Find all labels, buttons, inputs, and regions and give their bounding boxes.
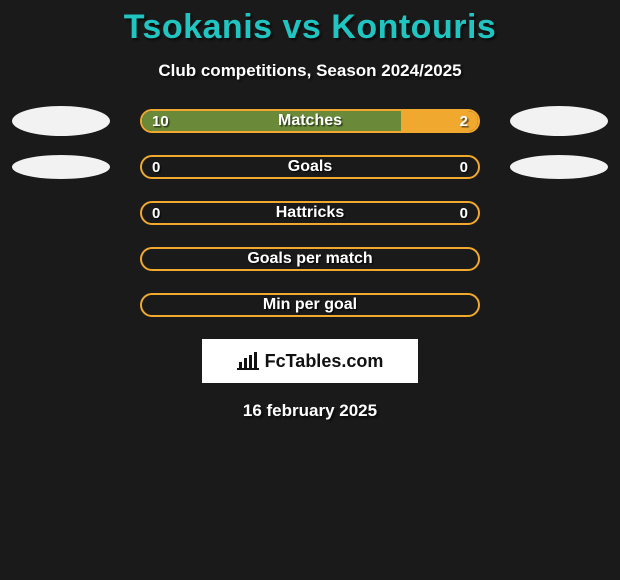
stat-bar: Min per goal (140, 293, 480, 317)
page-title: Tsokanis vs Kontouris (0, 0, 620, 47)
date-label: 16 february 2025 (0, 401, 620, 421)
stats-container: 102Matches 00Goals 00Hattricks Goals per ma… (0, 109, 620, 317)
stat-row: 102Matches (0, 109, 620, 133)
stat-bar: 102Matches (140, 109, 480, 133)
subtitle: Club competitions, Season 2024/2025 (0, 61, 620, 81)
player-badge-right (510, 155, 608, 179)
stat-bar: Goals per match (140, 247, 480, 271)
player-badge-left (12, 155, 110, 179)
stat-label: Hattricks (142, 203, 478, 223)
stat-bar: 00Goals (140, 155, 480, 179)
stat-row: Min per goal (0, 293, 620, 317)
bar-chart-icon (237, 352, 259, 370)
brand-badge: FcTables.com (202, 339, 418, 383)
stat-label: Matches (142, 111, 478, 131)
player-badge-left (12, 106, 110, 136)
stat-label: Goals per match (142, 249, 478, 269)
stat-label: Min per goal (142, 295, 478, 315)
player-badge-right (510, 106, 608, 136)
brand-text: FcTables.com (265, 351, 384, 372)
stat-row: Goals per match (0, 247, 620, 271)
stat-row: 00Hattricks (0, 201, 620, 225)
stat-row: 00Goals (0, 155, 620, 179)
stat-label: Goals (142, 157, 478, 177)
stat-bar: 00Hattricks (140, 201, 480, 225)
